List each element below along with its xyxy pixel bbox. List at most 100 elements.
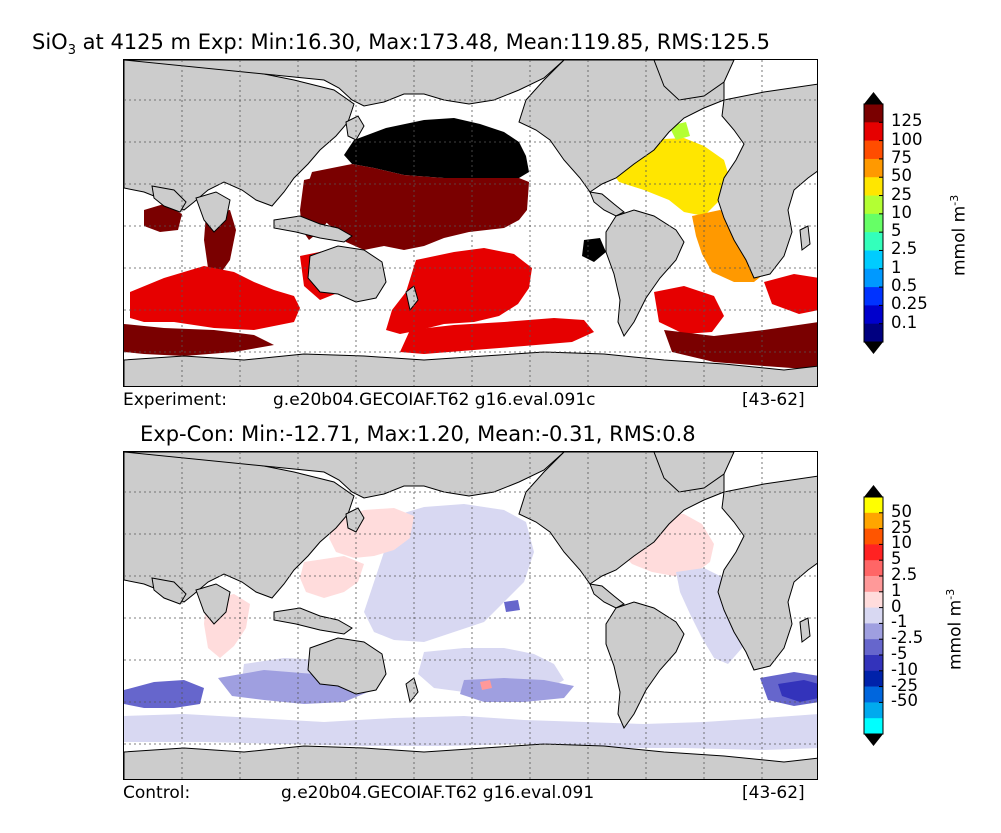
bottom-colorbar-label: -5 — [891, 644, 908, 663]
central-america — [589, 583, 625, 609]
small-pink-patch — [480, 680, 492, 690]
bottom-footer-label: Control: — [123, 783, 191, 803]
top-colorbar-label: 0.25 — [891, 294, 928, 314]
top-colorbar-swatch — [864, 232, 883, 251]
top-colorbar-swatch — [864, 158, 883, 178]
pacific-antarctic-red-field — [400, 318, 594, 354]
bottom-colorbar-over-arrow — [864, 485, 883, 497]
indian-southwest-red-field — [764, 274, 817, 314]
south-pacific-red-field — [386, 248, 532, 334]
bottom-panel-title: Exp-Con: Min:-12.71, Max:1.20, Mean:-0.3… — [140, 422, 696, 446]
bottom-colorbar-label: 0 — [891, 596, 902, 616]
asia-east — [124, 452, 565, 499]
bottom-colorbar-swatch — [864, 686, 883, 703]
top-map-panel — [123, 59, 818, 387]
bottom-colorbar-units: mmol m-3 — [944, 589, 966, 670]
top-title-prefix: SiO — [32, 30, 68, 54]
top-panel-title: SiO3 at 4125 m Exp: Min:16.30, Max:173.4… — [32, 30, 770, 58]
south-atlantic-orange-field — [692, 210, 764, 282]
top-colorbar-label: 0.1 — [891, 312, 918, 332]
southern-ocean-darkred-east — [664, 322, 817, 370]
bottom-land — [124, 452, 817, 779]
top-colorbar-label: 75 — [891, 147, 912, 167]
bottom-colorbar-swatch — [864, 718, 883, 735]
bottom-colorbar-under-arrow — [864, 734, 883, 746]
west-pacific-pink-field — [300, 556, 364, 598]
bottom-colorbar-label: 50 — [891, 501, 912, 521]
bottom-colorbar-label: 1 — [891, 580, 902, 600]
top-footer-label: Experiment: — [123, 390, 227, 410]
bottom-colorbar-label: -10 — [891, 659, 918, 679]
bottom-colorbar-label: -1 — [891, 612, 908, 632]
top-colorbar-swatch — [864, 122, 883, 141]
top-title-subscript: 3 — [67, 43, 76, 59]
bottom-colorbar-label: 10 — [891, 533, 912, 553]
bottom-colorbar-swatch — [864, 702, 883, 719]
north-pacific-black-field — [344, 118, 529, 178]
bottom-map-svg — [124, 452, 817, 779]
southern-ocean-blue-west — [124, 680, 204, 708]
top-colorbar-label: 125 — [891, 111, 923, 131]
central-pacific-darkred-field — [306, 164, 529, 250]
bottom-units-sup: -3 — [944, 588, 957, 600]
arabia-india — [151, 577, 231, 625]
top-colorbar-label: 10 — [891, 202, 912, 222]
bottom-colorbar-swatch — [864, 497, 883, 514]
antarctic-shelf-light-blue — [124, 714, 817, 750]
bottom-footer-case: g.e20b04.GECOIAF.T62 g16.eval.091 — [281, 783, 595, 803]
top-units-sup: -3 — [948, 194, 961, 206]
madagascar — [799, 617, 811, 643]
top-gridlines — [124, 60, 817, 386]
bottom-colorbar-swatch — [864, 607, 883, 624]
top-colorbar-over-arrow — [864, 92, 883, 104]
top-footer-case: g.e20b04.GECOIAF.T62 g16.eval.091c — [273, 390, 596, 410]
top-colorbar-label: 25 — [891, 184, 912, 204]
top-colorbar-under-arrow — [864, 342, 883, 354]
arabia-india — [151, 185, 231, 233]
top-colorbar-swatch — [864, 177, 883, 196]
europe-africa — [717, 83, 817, 279]
top-data-fields — [124, 60, 817, 370]
indonesia — [273, 215, 353, 243]
top-colorbar-label: 2.5 — [891, 239, 918, 259]
bottom-colorbar-label: -2.5 — [891, 628, 924, 648]
top-colorbar-swatch — [864, 268, 883, 288]
top-land — [124, 60, 817, 386]
top-title-rest: at 4125 m Exp: Min:16.30, Max:173.48, Me… — [75, 30, 770, 54]
australia — [307, 245, 387, 303]
bottom-colorbar-label: 2.5 — [891, 565, 918, 584]
top-colorbar-swatch — [864, 140, 883, 160]
antarctica — [124, 743, 817, 779]
japan — [345, 115, 365, 141]
top-colorbar-swatch — [864, 250, 883, 270]
new-zealand — [405, 285, 419, 312]
europe-africa — [717, 475, 817, 671]
top-colorbar-swatch — [864, 323, 883, 343]
top-units-text: mmol m — [949, 205, 970, 276]
top-colorbar-swatch — [864, 287, 883, 306]
bottom-colorbar-swatch — [864, 623, 883, 640]
bottom-colorbar-swatch — [864, 576, 883, 593]
bottom-colorbar-frame — [863, 496, 884, 735]
top-footer-years: [43-62] — [742, 390, 805, 410]
top-colorbar-swatch — [864, 213, 883, 233]
indonesia — [273, 607, 353, 635]
south-indian-red-field — [130, 266, 300, 330]
madagascar — [799, 225, 811, 251]
bottom-colorbar-label: 5 — [891, 549, 902, 569]
asia-east — [124, 60, 565, 107]
bottom-gridlines — [124, 452, 817, 779]
bottom-colorbar-swatch — [864, 528, 883, 545]
bottom-colorbar-swatch — [864, 560, 883, 577]
bottom-colorbar-swatch — [864, 512, 883, 529]
top-colorbar-units: mmol m-3 — [948, 195, 970, 276]
top-colorbar-label: 100 — [891, 129, 923, 149]
small-blue-patch — [504, 600, 520, 612]
top-map-svg — [124, 60, 817, 386]
bottom-map-panel — [123, 451, 818, 780]
top-colorbar-label: 5 — [891, 221, 902, 241]
central-america — [589, 191, 625, 217]
bottom-colorbar-swatch — [864, 639, 883, 656]
antarctica — [124, 351, 817, 386]
southern-ocean-deep-blue-east — [778, 680, 817, 702]
